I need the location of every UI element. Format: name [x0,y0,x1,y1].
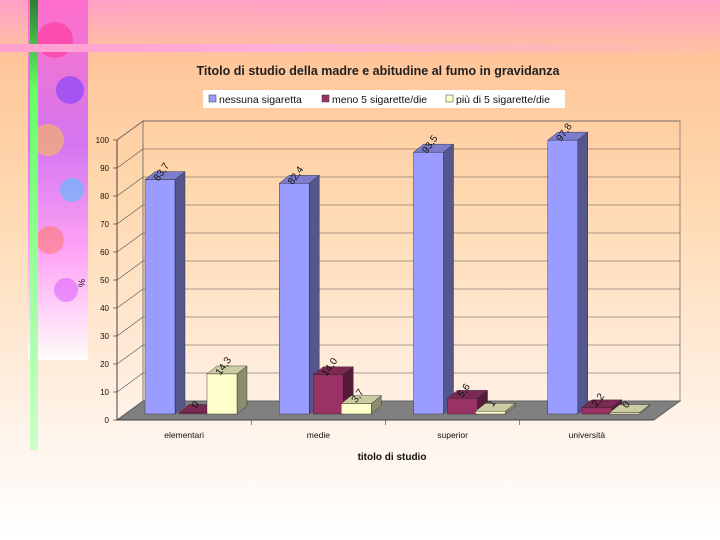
bar-0-3 [547,139,578,415]
x-axis-label: titolo di studio [358,452,427,463]
plot-area: 010203040506070809010083,7014,3elementar… [96,120,682,440]
data-label-1-0: 0 [190,399,202,410]
gridline-side [116,204,144,225]
bar-2-1 [341,403,372,415]
gridline-side [116,120,144,141]
category-label-3: università [569,430,606,440]
legend-label-2: più di 5 sigarette/die [456,94,550,106]
bar-1-0 [178,412,210,415]
category-label-1: medie [307,430,330,440]
y-tick-label: 80 [100,192,109,201]
y-tick-label: 40 [100,304,109,313]
gridline-side [116,232,144,253]
y-tick-label: 20 [100,360,109,369]
legend-swatch-0 [208,94,217,103]
gridline-side [116,148,144,169]
legend-label-1: meno 5 sigarette/die [332,94,427,106]
gridline-side [116,260,144,281]
decorative-top-line [0,44,720,52]
bar-2-3 [609,412,640,415]
decorative-side-strip [0,0,88,450]
y-tick-label: 60 [100,248,109,257]
bar-1-2 [447,398,478,415]
y-tick-label: 50 [100,276,109,285]
legend: nessuna sigaretta meno 5 sigarette/die p… [203,90,565,108]
bar-1-1 [313,374,344,415]
legend-swatch-1 [321,94,330,103]
gridline-side [116,176,144,197]
gridline-side [116,288,144,309]
bar-2-0 [206,373,238,415]
y-tick-label: 10 [100,388,109,397]
bar-side-0-0 [174,171,186,415]
category-label-0: elementari [164,430,204,440]
bar-2-2 [475,411,506,415]
gridline-side [116,372,144,393]
chart-title: Titolo di studio della madre e abitudine… [196,64,560,78]
legend-swatch-2 [445,94,454,103]
y-tick-label: 30 [100,332,109,341]
bar-side-2-0 [236,365,248,415]
bar-side-0-2 [443,143,454,415]
y-axis-label: % [77,279,87,287]
gridline-side [116,344,144,365]
legend-label-0: nessuna sigaretta [219,94,302,106]
bar-side-0-3 [577,131,588,415]
legend-box [203,90,565,108]
bar-1-3 [581,407,612,415]
bar-0-2 [413,151,444,415]
y-tick-label: 100 [96,136,110,145]
category-label-2: superior [437,430,468,440]
bar-0-1 [279,183,310,415]
bar-0-0 [144,179,176,415]
y-tick-label: 0 [105,416,110,425]
gridline-side [116,316,144,337]
data-label-2-3: 0 [621,399,633,410]
y-tick-label: 90 [100,164,109,173]
data-label-2-2: 1 [486,398,498,409]
y-tick-label: 70 [100,220,109,229]
